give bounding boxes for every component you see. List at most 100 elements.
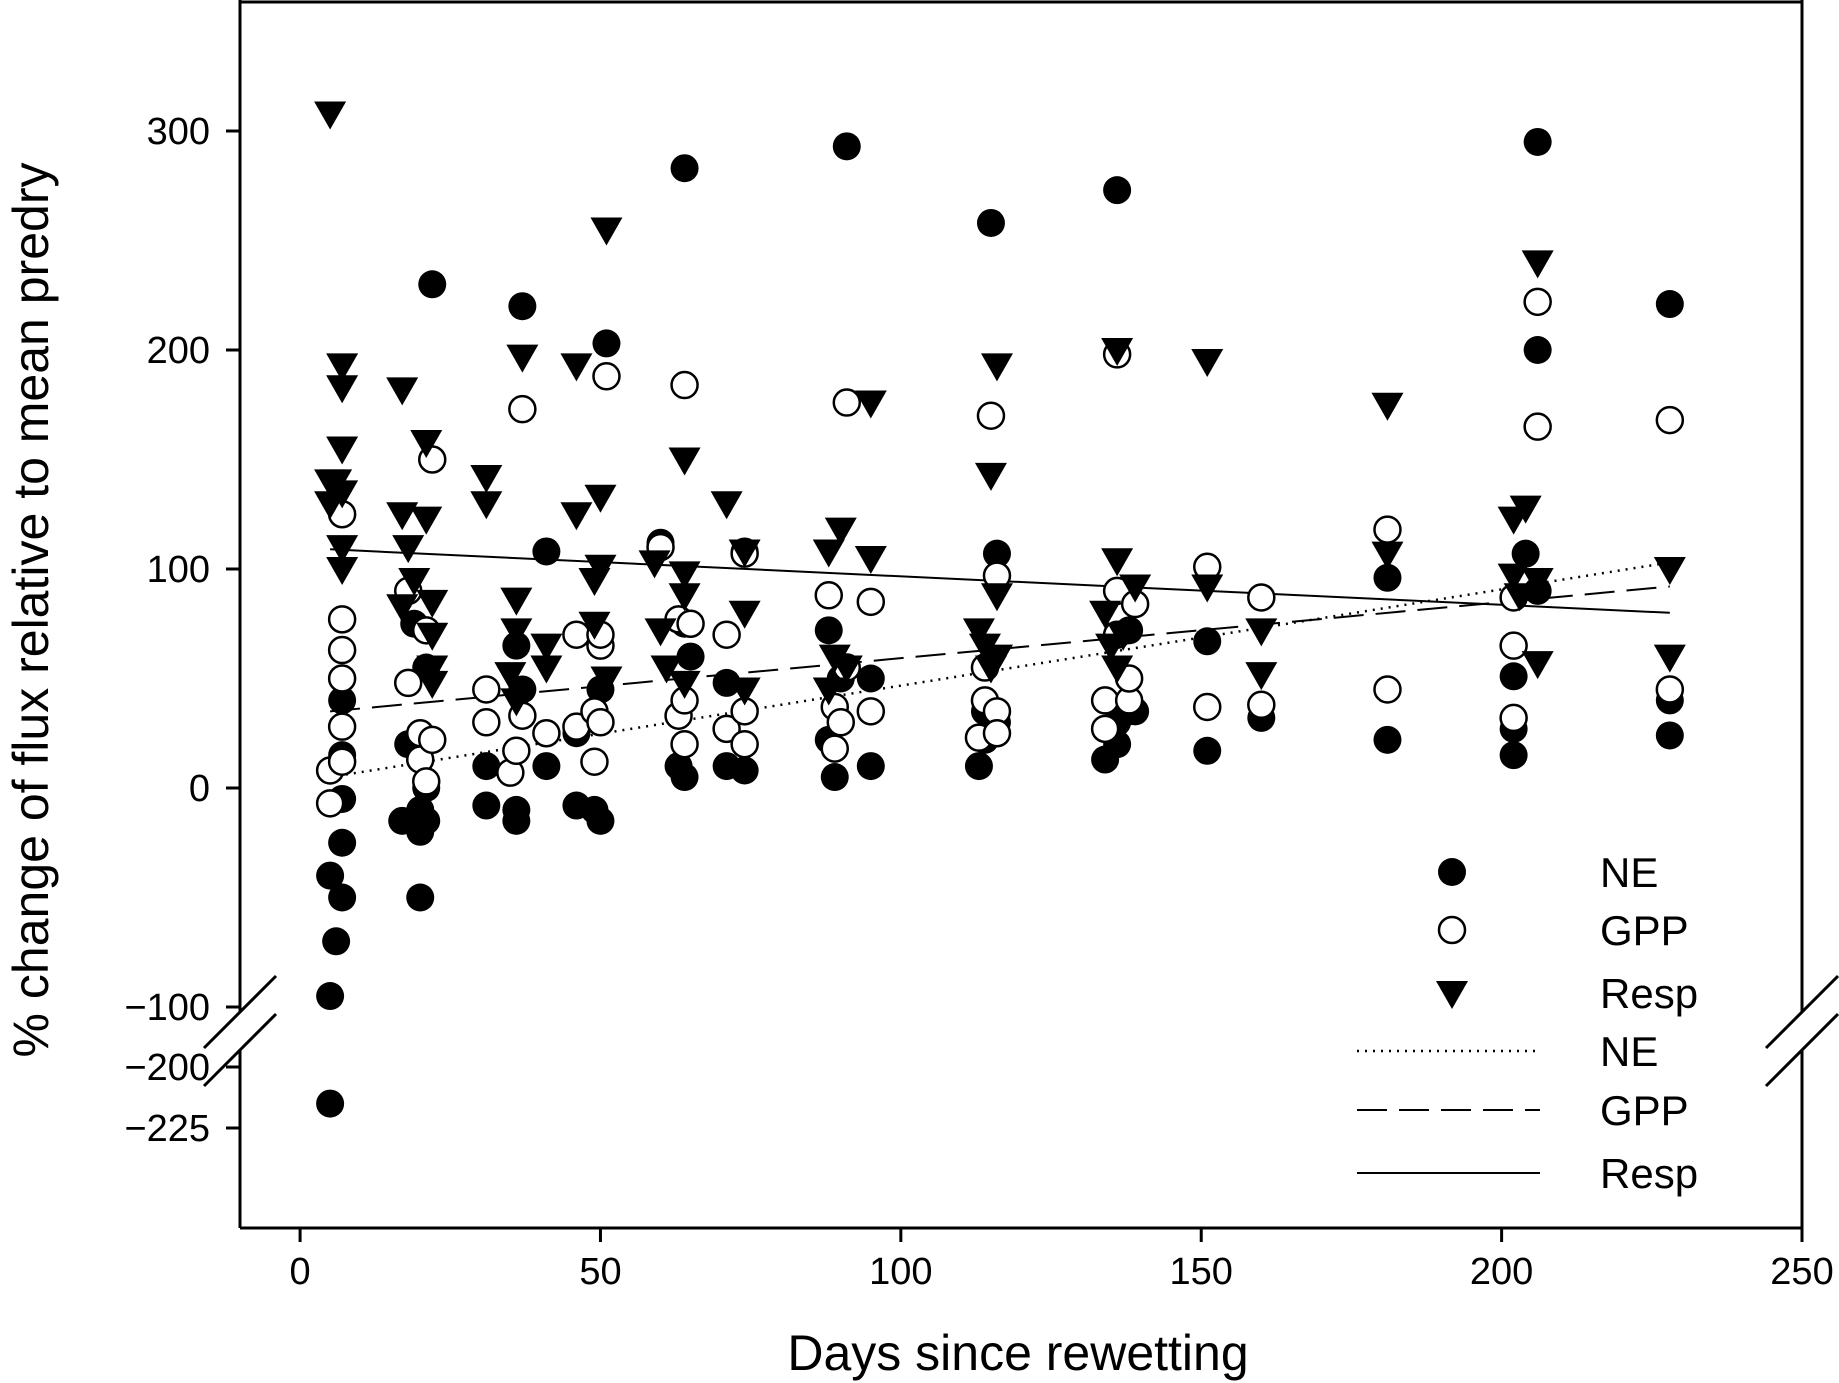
data-point-ne [676, 642, 705, 671]
data-point-gpp [1247, 583, 1276, 612]
legend: NE GPP Resp NE GPP Resp [1357, 849, 1698, 1197]
data-point-gpp [1373, 675, 1402, 704]
data-point-resp [1653, 644, 1686, 673]
series-resp [314, 101, 1686, 717]
data-point-gpp [1655, 405, 1685, 435]
data-point-resp [416, 655, 449, 684]
data-point-gpp [1523, 287, 1552, 317]
data-point-ne [712, 668, 741, 697]
x-tick-label: 50 [579, 1251, 621, 1293]
data-point-gpp [832, 388, 862, 417]
data-point-resp [326, 375, 359, 404]
data-point-gpp [1192, 692, 1222, 722]
data-point-ne [1103, 176, 1132, 205]
data-point-gpp [580, 747, 609, 776]
data-point-gpp [327, 635, 357, 665]
data-point-resp [668, 583, 701, 612]
data-point-resp [386, 502, 419, 531]
data-point-gpp [472, 708, 501, 737]
data-point-gpp [592, 362, 621, 391]
y-tick-label: 100 [147, 549, 210, 591]
data-point-resp [1509, 495, 1542, 524]
data-point-ne [820, 763, 849, 792]
data-point-gpp [1499, 631, 1528, 660]
data-point-resp [668, 447, 701, 476]
plot-frame [202, 0, 1839, 1230]
data-point-ne [814, 616, 843, 645]
y-axis-title: % change of flux relative to mean predry [3, 163, 59, 1058]
data-point-ne [730, 756, 759, 785]
y-tick-label: 300 [147, 111, 210, 153]
data-point-ne [316, 1089, 345, 1118]
data-point-resp [410, 506, 443, 535]
data-point-resp [854, 390, 887, 419]
data-point-ne [1499, 662, 1528, 691]
data-point-ne [316, 861, 345, 890]
data-point-resp [560, 502, 593, 531]
data-point-ne [586, 806, 615, 835]
data-point-resp [506, 344, 539, 373]
legend-label: NE [1600, 849, 1658, 896]
x-tick-label: 150 [1170, 1251, 1233, 1293]
data-point-gpp [411, 767, 441, 796]
data-point-gpp [1523, 412, 1552, 441]
data-point-gpp [1090, 714, 1120, 744]
y-tick-label: −100 [124, 987, 210, 1029]
legend-label: NE [1600, 1028, 1658, 1075]
data-point-ne [982, 539, 1011, 568]
data-point-resp [668, 670, 701, 699]
data-point-gpp [327, 712, 357, 741]
data-point-ne [1655, 721, 1684, 750]
data-point-resp [1101, 548, 1134, 577]
data-point-ne [418, 270, 447, 299]
legend-marker-ne [1438, 858, 1466, 886]
data-point-gpp [393, 668, 423, 698]
data-point-resp [1107, 622, 1140, 651]
data-point-resp [1371, 392, 1404, 421]
axis-break-mark [1764, 1012, 1839, 1088]
data-point-resp [980, 644, 1013, 673]
data-point-ne [670, 154, 699, 183]
data-point-ne [670, 763, 699, 792]
data-point-ne [964, 752, 993, 781]
data-point-resp [530, 655, 563, 684]
data-point-resp [326, 480, 359, 509]
data-point-resp [470, 465, 503, 494]
data-point-resp [1101, 338, 1134, 366]
x-tick-label: 200 [1470, 1251, 1533, 1293]
data-point-gpp [586, 708, 615, 737]
data-point-gpp [856, 587, 886, 617]
data-point-resp [416, 670, 449, 699]
data-point-resp [830, 655, 863, 684]
data-point-ne [316, 982, 345, 1011]
data-points [314, 101, 1686, 1118]
data-point-resp [710, 491, 743, 520]
data-point-gpp [712, 620, 741, 649]
legend-marker-gpp [1437, 915, 1467, 945]
data-point-gpp [315, 789, 345, 818]
data-point-gpp [676, 609, 705, 638]
data-point-resp [500, 587, 533, 616]
data-point-resp [410, 429, 443, 458]
data-point-resp [728, 600, 761, 629]
data-point-ne [1499, 741, 1528, 770]
data-point-resp [326, 353, 359, 382]
data-point-ne [1193, 627, 1222, 656]
data-point-ne [508, 292, 537, 321]
data-point-gpp [417, 725, 447, 755]
y-axis: 300 200 100 0 −100 −200 −225 [124, 111, 240, 1150]
data-point-ne [328, 828, 357, 857]
data-point-resp [962, 618, 995, 647]
data-point-resp [326, 535, 359, 564]
data-point-resp [584, 484, 617, 513]
data-point-gpp [508, 394, 537, 424]
axis-break-mark [202, 974, 278, 1050]
data-point-gpp [856, 697, 886, 726]
data-point-gpp [327, 664, 357, 693]
legend-label: Resp [1600, 970, 1698, 1017]
legend-marker-resp [1436, 981, 1468, 1009]
data-point-ne [532, 537, 561, 566]
data-point-resp [812, 539, 845, 568]
data-point-resp [578, 611, 611, 640]
data-point-resp [1101, 655, 1134, 684]
